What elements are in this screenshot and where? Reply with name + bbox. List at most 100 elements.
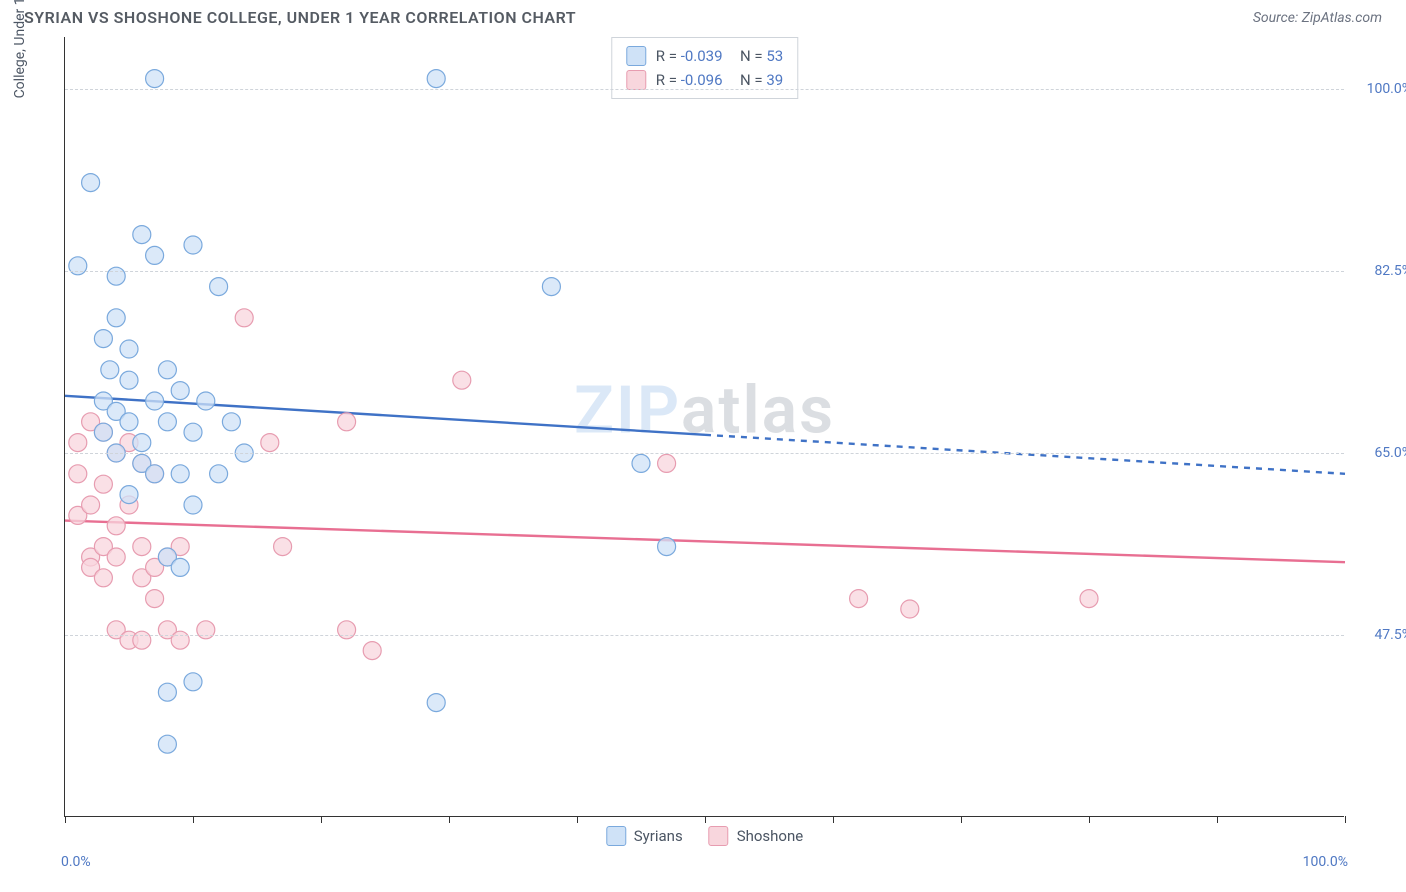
x-tick xyxy=(1345,816,1346,823)
data-point xyxy=(850,590,868,608)
data-point xyxy=(171,465,189,483)
source-label: Source: ZipAtlas.com xyxy=(1253,10,1382,26)
gridline xyxy=(65,271,1344,272)
legend-label: Syrians xyxy=(634,827,683,845)
data-point xyxy=(338,413,356,431)
data-point xyxy=(184,236,202,254)
legend-item-syrians: Syrians xyxy=(606,826,683,846)
data-point xyxy=(197,392,215,410)
data-point xyxy=(261,434,279,452)
data-point xyxy=(542,278,560,296)
n-label: N = 53 xyxy=(733,47,784,65)
data-point xyxy=(158,735,176,753)
swatch-icon xyxy=(606,826,626,846)
data-point xyxy=(158,683,176,701)
data-point xyxy=(274,538,292,556)
x-tick xyxy=(321,816,322,823)
x-tick xyxy=(1089,816,1090,823)
data-point xyxy=(427,694,445,712)
r-label: R = -0.039 xyxy=(656,47,723,65)
data-point xyxy=(184,423,202,441)
data-point xyxy=(146,246,164,264)
x-tick xyxy=(449,816,450,823)
y-tick-label: 47.5% xyxy=(1352,627,1406,643)
data-point xyxy=(453,371,471,389)
data-point xyxy=(184,496,202,514)
data-point xyxy=(120,340,138,358)
data-point xyxy=(658,454,676,472)
data-point xyxy=(94,330,112,348)
legend-row-syrians: R = -0.039 N = 53 xyxy=(626,44,783,68)
data-point xyxy=(133,538,151,556)
data-point xyxy=(427,70,445,88)
data-point xyxy=(133,434,151,452)
x-tick xyxy=(833,816,834,823)
swatch-icon xyxy=(626,70,646,90)
data-point xyxy=(363,642,381,660)
legend-label: Shoshone xyxy=(737,827,804,845)
data-point xyxy=(101,361,119,379)
data-point xyxy=(171,558,189,576)
y-axis-label: College, Under 1 year xyxy=(12,0,28,98)
data-point xyxy=(146,392,164,410)
y-tick-label: 65.0% xyxy=(1352,445,1406,461)
data-point xyxy=(146,465,164,483)
data-point xyxy=(146,70,164,88)
data-point xyxy=(210,278,228,296)
x-tick xyxy=(705,816,706,823)
swatch-icon xyxy=(709,826,729,846)
legend-item-shoshone: Shoshone xyxy=(709,826,804,846)
data-point xyxy=(82,496,100,514)
plot-area: ZIPatlas R = -0.039 N = 53 R = -0.096 N … xyxy=(64,37,1344,817)
data-point xyxy=(107,267,125,285)
data-point xyxy=(107,548,125,566)
x-tick xyxy=(65,816,66,823)
data-point xyxy=(94,569,112,587)
data-point xyxy=(69,257,87,275)
data-point xyxy=(222,413,240,431)
data-point xyxy=(901,600,919,618)
r-label: R = -0.096 xyxy=(656,71,723,89)
data-point xyxy=(171,382,189,400)
data-point xyxy=(120,371,138,389)
series-legend: Syrians Shoshone xyxy=(606,826,803,846)
x-axis-max-label: 100.0% xyxy=(1303,854,1348,870)
data-point xyxy=(107,517,125,535)
data-point xyxy=(197,621,215,639)
gridline xyxy=(65,453,1344,454)
x-tick xyxy=(193,816,194,823)
data-point xyxy=(69,434,87,452)
data-point xyxy=(171,631,189,649)
y-tick-label: 100.0% xyxy=(1352,81,1406,97)
data-point xyxy=(235,309,253,327)
data-point xyxy=(146,590,164,608)
page-title: SYRIAN VS SHOSHONE COLLEGE, UNDER 1 YEAR… xyxy=(24,8,576,27)
data-point xyxy=(658,538,676,556)
x-axis-min-label: 0.0% xyxy=(61,854,91,870)
data-point xyxy=(184,673,202,691)
data-point xyxy=(82,174,100,192)
data-point xyxy=(133,631,151,649)
data-point xyxy=(107,309,125,327)
data-point xyxy=(210,465,228,483)
data-point xyxy=(120,413,138,431)
swatch-icon xyxy=(626,46,646,66)
x-tick xyxy=(961,816,962,823)
y-tick-label: 82.5% xyxy=(1352,263,1406,279)
scatter-points-layer xyxy=(65,37,1345,817)
gridline xyxy=(65,635,1344,636)
x-tick xyxy=(1217,816,1218,823)
data-point xyxy=(338,621,356,639)
data-point xyxy=(120,486,138,504)
data-point xyxy=(94,475,112,493)
data-point xyxy=(69,465,87,483)
data-point xyxy=(158,361,176,379)
data-point xyxy=(158,413,176,431)
x-tick xyxy=(577,816,578,823)
data-point xyxy=(94,423,112,441)
data-point xyxy=(1080,590,1098,608)
gridline xyxy=(65,89,1344,90)
data-point xyxy=(133,226,151,244)
n-label: N = 39 xyxy=(733,71,784,89)
data-point xyxy=(632,454,650,472)
